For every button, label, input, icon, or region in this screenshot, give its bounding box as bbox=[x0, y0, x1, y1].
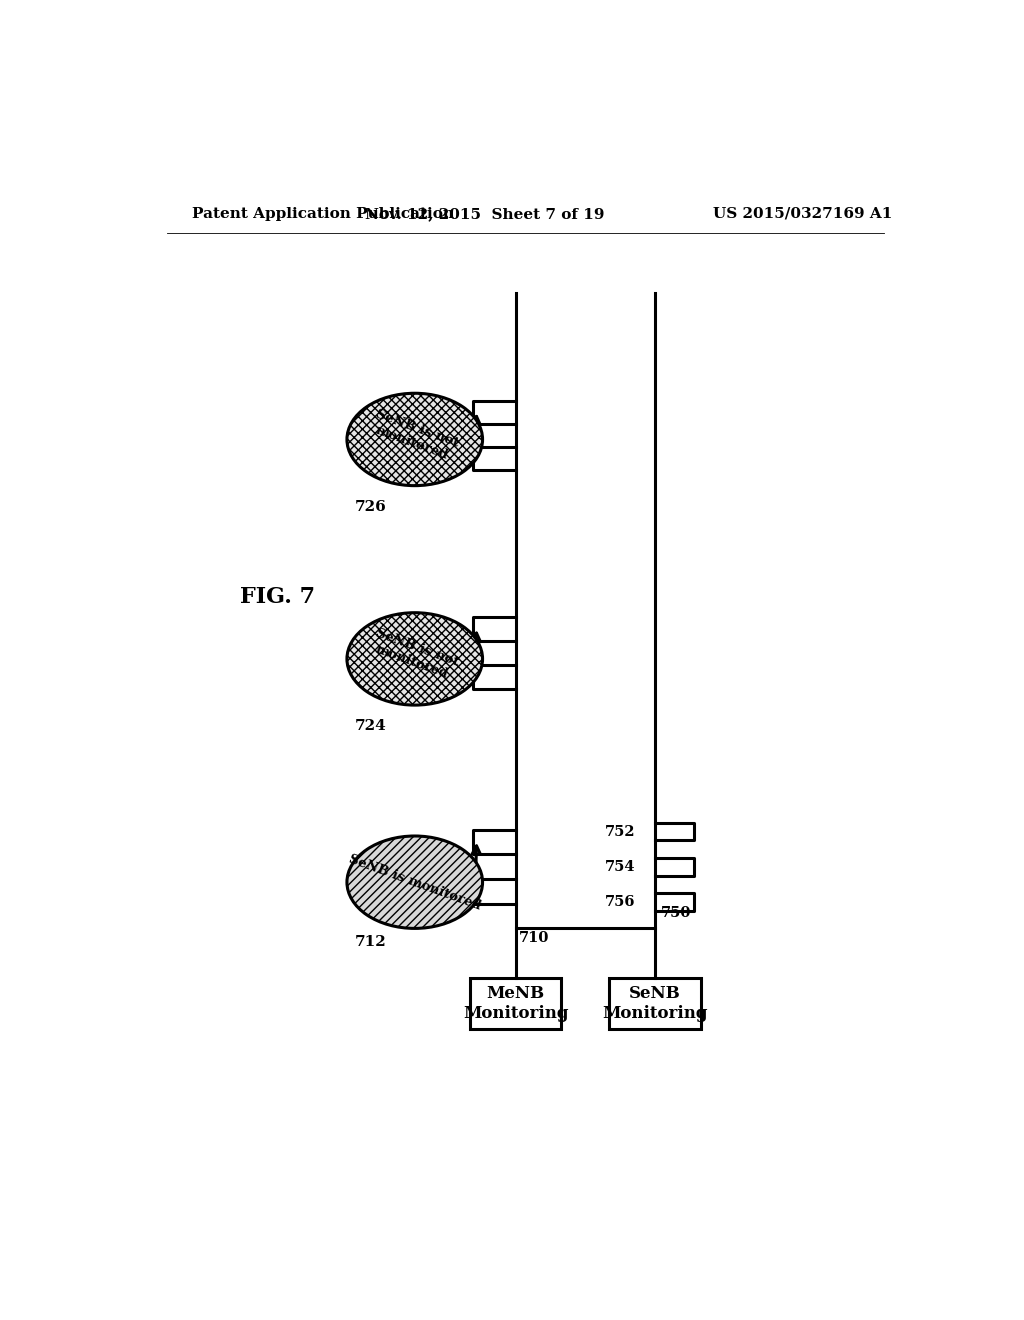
Text: 752: 752 bbox=[605, 825, 636, 838]
Text: 724: 724 bbox=[354, 719, 386, 733]
Ellipse shape bbox=[347, 612, 482, 705]
Ellipse shape bbox=[347, 393, 482, 486]
Ellipse shape bbox=[347, 836, 482, 928]
Text: SeNB is monitored: SeNB is monitored bbox=[347, 853, 482, 912]
Text: 750: 750 bbox=[662, 906, 691, 920]
Text: 710: 710 bbox=[519, 931, 550, 945]
FancyBboxPatch shape bbox=[470, 978, 561, 1028]
Text: MeNB
Monitoring: MeNB Monitoring bbox=[463, 985, 568, 1022]
Text: SeNB is not
monitored: SeNB is not monitored bbox=[369, 627, 461, 684]
Text: FIG. 7: FIG. 7 bbox=[241, 586, 315, 609]
Text: SeNB is not
monitored: SeNB is not monitored bbox=[369, 408, 461, 463]
Text: SeNB
Monitoring: SeNB Monitoring bbox=[602, 985, 708, 1022]
Text: Nov. 12, 2015  Sheet 7 of 19: Nov. 12, 2015 Sheet 7 of 19 bbox=[365, 207, 604, 220]
Text: US 2015/0327169 A1: US 2015/0327169 A1 bbox=[713, 207, 892, 220]
FancyBboxPatch shape bbox=[609, 978, 700, 1028]
Text: 726: 726 bbox=[354, 499, 386, 513]
Text: 754: 754 bbox=[605, 859, 636, 874]
Text: 712: 712 bbox=[354, 935, 386, 949]
Text: 756: 756 bbox=[605, 895, 636, 909]
Text: Patent Application Publication: Patent Application Publication bbox=[191, 207, 454, 220]
